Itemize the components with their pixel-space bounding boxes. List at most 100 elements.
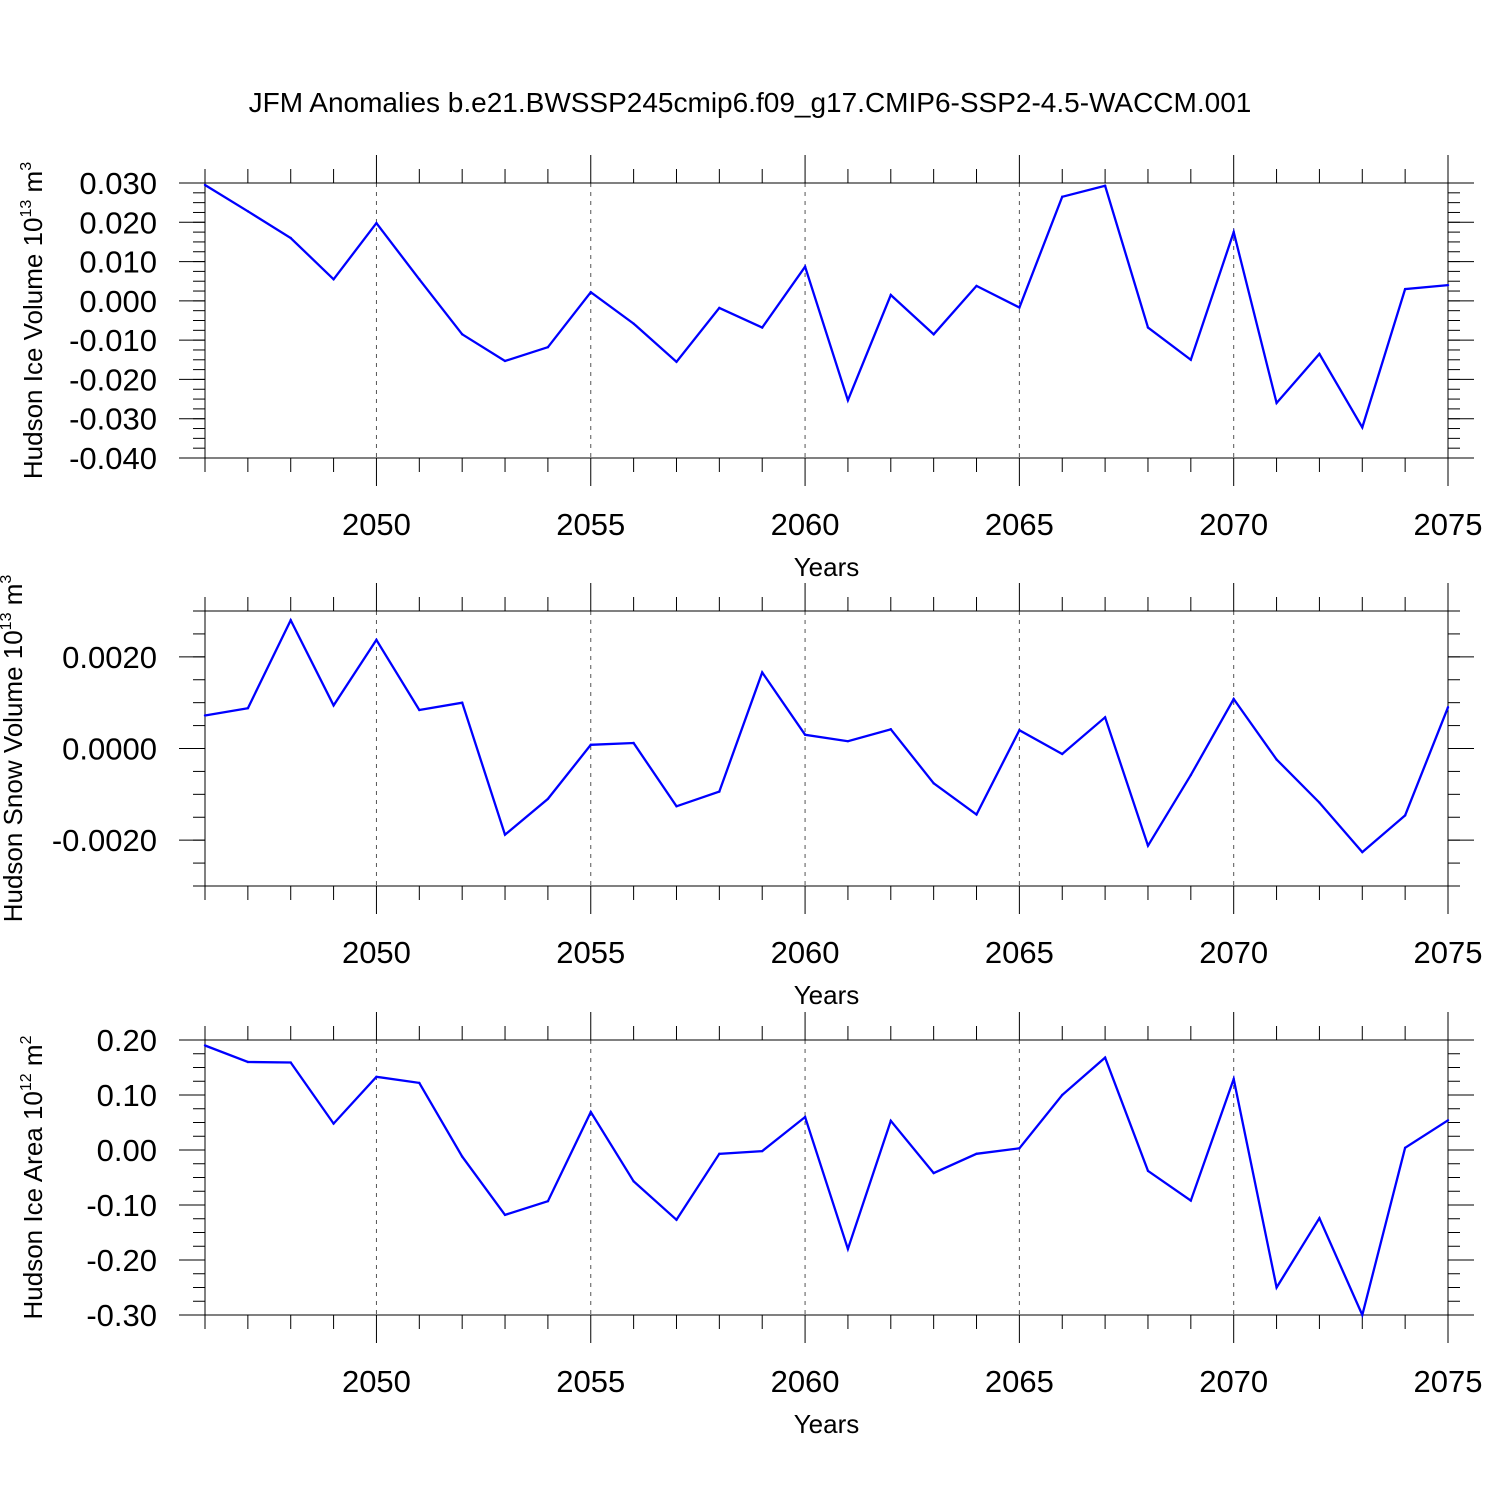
- y-axis-label-unit: m: [18, 171, 48, 200]
- series-line: [204, 1044, 1449, 1319]
- x-tick-label: 2070: [1199, 1364, 1268, 1399]
- data-point: [1146, 326, 1150, 329]
- data-point: [1146, 844, 1150, 847]
- data-point: [589, 291, 592, 294]
- data-point: [1361, 426, 1364, 429]
- data-point: [332, 704, 335, 707]
- data-point: [375, 638, 378, 642]
- data-point: [718, 790, 721, 793]
- data-point: [289, 618, 292, 622]
- data-point: [675, 805, 678, 808]
- data-point: [503, 1213, 507, 1217]
- data-point: [1361, 850, 1364, 854]
- data-point: [975, 813, 978, 816]
- data-point: [1318, 1217, 1321, 1220]
- data-point: [932, 333, 935, 336]
- data-point: [846, 1247, 850, 1251]
- y-axis-label-exponent: 12: [18, 1073, 35, 1091]
- data-point: [503, 359, 507, 363]
- y-axis-label-text: Hudson Ice Area 10: [18, 1091, 48, 1319]
- plot-frame: [204, 182, 1449, 459]
- y-axis-label-unit-exponent: 2: [18, 1035, 35, 1044]
- data-point: [418, 708, 421, 712]
- x-axis-label: Years: [794, 980, 860, 1010]
- y-tick-label: -0.030: [69, 402, 157, 437]
- data-point: [803, 265, 807, 268]
- plot-frame: [204, 610, 1449, 887]
- data-point: [546, 797, 550, 801]
- x-tick-label: 2050: [342, 935, 411, 970]
- y-axis-label-exponent: 13: [18, 200, 35, 218]
- data-point: [761, 671, 764, 674]
- data-point: [632, 322, 635, 325]
- data-point: [932, 1171, 935, 1175]
- plot-frame: [204, 1039, 1449, 1316]
- data-point: [632, 741, 635, 745]
- y-tick-label: 0.0020: [62, 640, 157, 675]
- y-tick-label: -0.10: [86, 1188, 157, 1223]
- y-tick-label: -0.30: [86, 1298, 157, 1333]
- data-point: [1103, 716, 1107, 719]
- data-point: [418, 1081, 421, 1085]
- data-point: [203, 183, 207, 187]
- x-tick-label: 2075: [1414, 935, 1483, 970]
- panel-3: 0.20 0.10 0.00 -0.10 -0.20 -0.30 2050 2055 2060 2…: [18, 1012, 1482, 1439]
- data-point: [589, 743, 592, 747]
- data-point: [1318, 801, 1321, 804]
- data-point: [1275, 401, 1278, 405]
- data-point: [889, 728, 892, 731]
- data-point: [246, 1060, 250, 1064]
- data-point: [1318, 352, 1321, 356]
- y-tick-label: 0.020: [79, 205, 157, 240]
- y-tick-label: 0.10: [97, 1078, 157, 1113]
- data-point: [1189, 358, 1193, 361]
- data-point: [846, 399, 850, 402]
- chart-title: JFM Anomalies b.e21.BWSSP245cmip6.f09_g1…: [249, 87, 1252, 118]
- data-point: [975, 1152, 978, 1156]
- data-point: [546, 346, 550, 349]
- data-point: [1146, 1169, 1150, 1173]
- x-tick-label: 2075: [1414, 1364, 1483, 1399]
- data-point: [246, 706, 250, 710]
- data-point: [1446, 1119, 1450, 1122]
- data-point: [1232, 697, 1235, 701]
- data-point: [1403, 814, 1407, 817]
- panel-2: 0.0020 0.0000 -0.0020 2050 2055 2060 2065 2070 2…: [0, 575, 1482, 1010]
- data-point: [675, 1218, 678, 1222]
- y-tick-label: -0.040: [69, 441, 157, 476]
- data-point: [589, 1110, 592, 1114]
- y-axis-label: Hudson Ice Area 1012 m2: [18, 1035, 48, 1319]
- data-point: [1103, 1056, 1107, 1059]
- data-point: [1446, 706, 1450, 709]
- data-point: [932, 782, 935, 785]
- data-point: [460, 1155, 464, 1158]
- data-point: [203, 714, 207, 717]
- y-axis-label-exponent: 13: [0, 612, 15, 630]
- x-tick-label: 2050: [342, 507, 411, 542]
- data-point: [460, 701, 464, 704]
- panel-1: 0.030 0.020 0.010 0.000 -0.010 -0.020 -0.030 -0…: [18, 155, 1482, 582]
- y-axis-label-unit-exponent: 3: [18, 162, 35, 171]
- x-tick-label: 2070: [1199, 935, 1268, 970]
- data-point: [503, 833, 507, 836]
- x-tick-label: 2050: [342, 1364, 411, 1399]
- y-axis-label-unit-exponent: 3: [0, 575, 15, 584]
- data-point: [375, 1075, 378, 1079]
- y-tick-label: 0.00: [97, 1133, 157, 1168]
- x-tick-label: 2060: [771, 935, 840, 970]
- data-point: [1103, 184, 1107, 187]
- data-point: [203, 1044, 207, 1047]
- data-point: [1232, 230, 1235, 234]
- data-point: [546, 1199, 550, 1203]
- data-point: [1018, 306, 1021, 309]
- y-tick-label: -0.0020: [52, 823, 157, 858]
- series-line: [204, 184, 1449, 431]
- data-point: [1275, 758, 1278, 761]
- data-point: [1189, 773, 1193, 777]
- x-tick-label: 2055: [556, 507, 625, 542]
- x-tick-label: 2055: [556, 935, 625, 970]
- x-tick-label: 2075: [1414, 507, 1483, 542]
- data-point: [975, 284, 978, 288]
- data-point: [1275, 1286, 1278, 1289]
